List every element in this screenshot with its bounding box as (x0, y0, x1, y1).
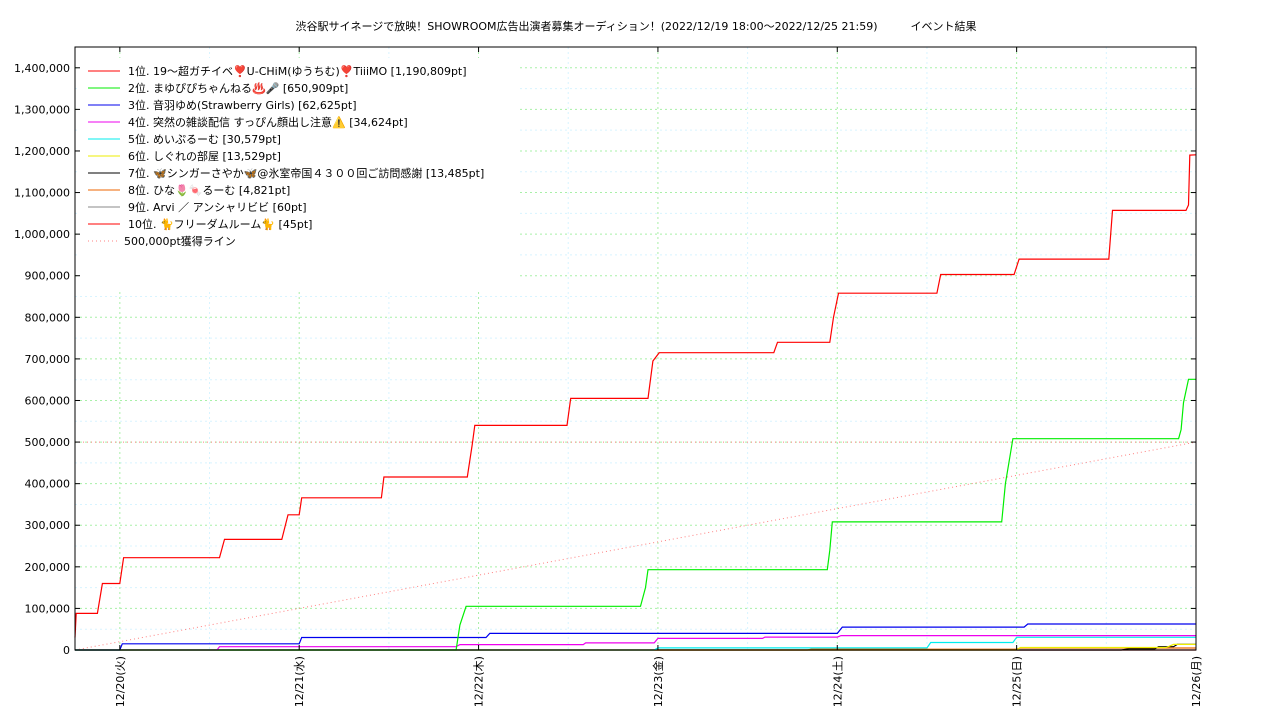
y-tick-label: 700,000 (25, 353, 71, 366)
legend-box (80, 58, 518, 292)
series-line (75, 634, 1196, 651)
y-tick-label: 800,000 (25, 311, 71, 324)
y-tick-label: 500,000 (25, 436, 71, 449)
axis-ticks: 0 100,000 200,000 300,000 400,000 500,000 600,… (14, 47, 1203, 707)
legend-label: 9位. Arvi ／ アンシャリビビ [60pt] (128, 200, 307, 214)
x-tick-label: 12/20(火) (114, 656, 127, 707)
x-tick-label: 12/24(土) (831, 656, 844, 707)
series-line (75, 378, 1196, 651)
legend-label: 1位. 19〜超ガチイベ❣️U-CHiM(ゆうちむ)❣️TiiiMO [1,19… (128, 64, 467, 78)
y-tick-label: 200,000 (25, 561, 71, 574)
x-tick-label: 12/23(金) (651, 656, 665, 707)
x-tick-label: 12/22(木) (473, 656, 486, 707)
legend-label: 8位. ひな🌷🍬るーむ [4,821pt] (128, 183, 290, 197)
legend-label: 2位. まゆぴぴちゃんねる♨️🎤 [650,909pt] (128, 81, 348, 95)
legend: 1位. 19〜超ガチイベ❣️U-CHiM(ゆうちむ)❣️TiiiMO [1,19… (80, 58, 518, 292)
x-tick-label: 12/26(月) (1190, 656, 1203, 707)
y-tick-label: 900,000 (25, 270, 71, 283)
y-tick-label: 1,300,000 (14, 103, 70, 116)
series-line (74, 154, 1197, 638)
reference-line-layer (74, 441, 1197, 651)
series-line (75, 623, 1196, 651)
legend-label-reference: 500,000pt獲得ライン (124, 235, 236, 248)
y-tick-label: 100,000 (25, 602, 71, 615)
legend-label: 6位. しぐれの部屋 [13,529pt] (128, 149, 281, 163)
legend-label: 7位. 🦋シンガーさやか🦋@氷室帝国４３００回ご訪問感謝 [13,485pt] (128, 166, 484, 180)
y-tick-label: 600,000 (25, 394, 71, 407)
y-tick-label: 1,100,000 (14, 187, 70, 200)
x-tick-label: 12/25(日) (1011, 656, 1024, 707)
y-tick-label: 0 (63, 644, 70, 657)
legend-label: 3位. 音羽ゆめ(Strawberry Girls) [62,625pt] (128, 98, 357, 112)
legend-label: 10位. 🐈フリーダムルーム🐈 [45pt] (128, 217, 312, 231)
x-tick-label: 12/21(水) (293, 656, 306, 707)
legend-label: 5位. めいぷるーむ [30,579pt] (128, 132, 281, 146)
plot-frame (74, 46, 1197, 651)
legend-label: 4位. 突然の雑談配信 すっぴん顔出し注意⚠️ [34,624pt] (128, 115, 408, 129)
y-tick-label: 1,200,000 (14, 145, 70, 158)
y-tick-label: 400,000 (25, 478, 71, 491)
y-tick-label: 1,000,000 (14, 228, 70, 241)
y-tick-label: 1,400,000 (14, 62, 70, 75)
y-tick-label: 300,000 (25, 519, 71, 532)
chart-title: 渋谷駅サイネージで放映！SHOWROOM広告出演者募集オーディション！(2022… (295, 19, 976, 33)
